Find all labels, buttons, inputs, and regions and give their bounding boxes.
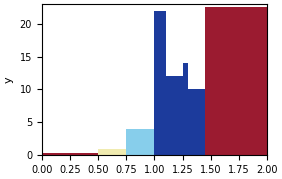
Bar — [188, 90, 205, 155]
Bar — [126, 153, 132, 155]
Bar — [166, 76, 183, 155]
Y-axis label: y: y — [4, 76, 14, 83]
Bar — [98, 149, 126, 155]
Bar — [42, 153, 70, 155]
Bar — [126, 129, 155, 155]
Bar — [155, 11, 166, 155]
Bar — [70, 153, 98, 155]
Bar — [205, 8, 267, 155]
Bar — [183, 63, 188, 155]
